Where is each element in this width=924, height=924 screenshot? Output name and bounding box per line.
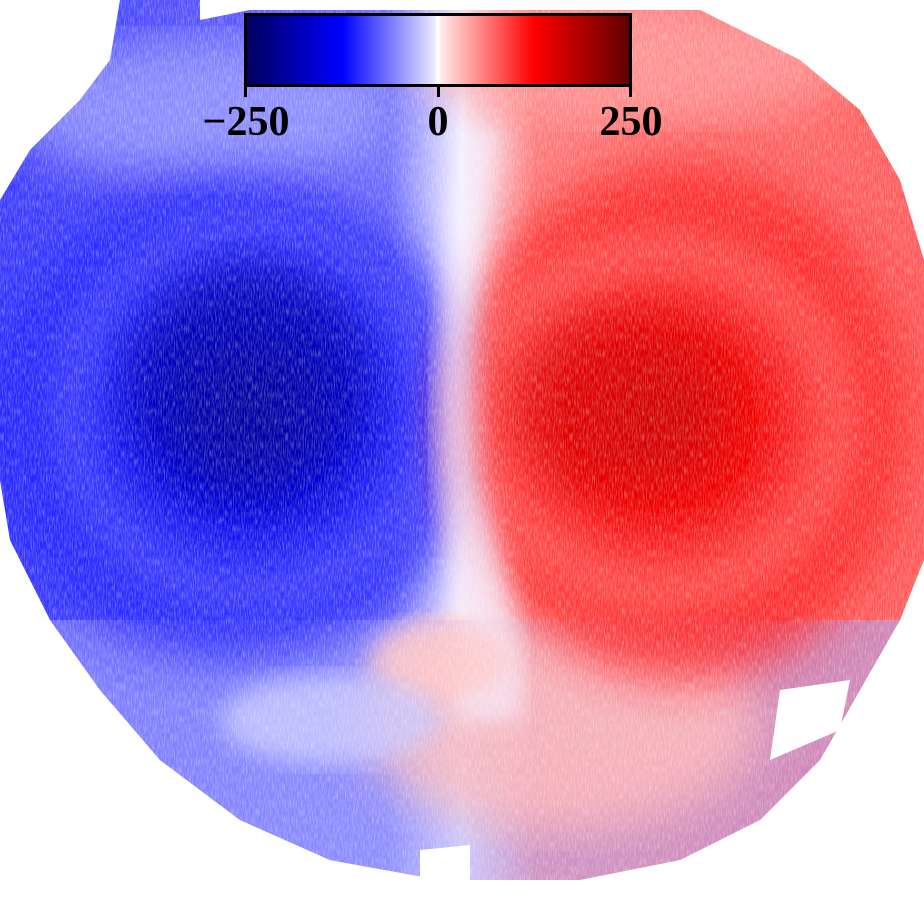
colorbar xyxy=(244,13,632,87)
edge-cutout-bottom xyxy=(420,845,470,880)
colorbar-tick-min xyxy=(244,87,247,97)
colorbar-tick-max xyxy=(629,87,632,97)
colorbar-label-max: 250 xyxy=(599,99,663,145)
colorbar-label-mid: 0 xyxy=(427,99,449,145)
edge-cutout-right xyxy=(770,680,850,760)
colorbar-tick-mid xyxy=(437,87,440,97)
colorbar-label-min: −250 xyxy=(202,99,290,145)
